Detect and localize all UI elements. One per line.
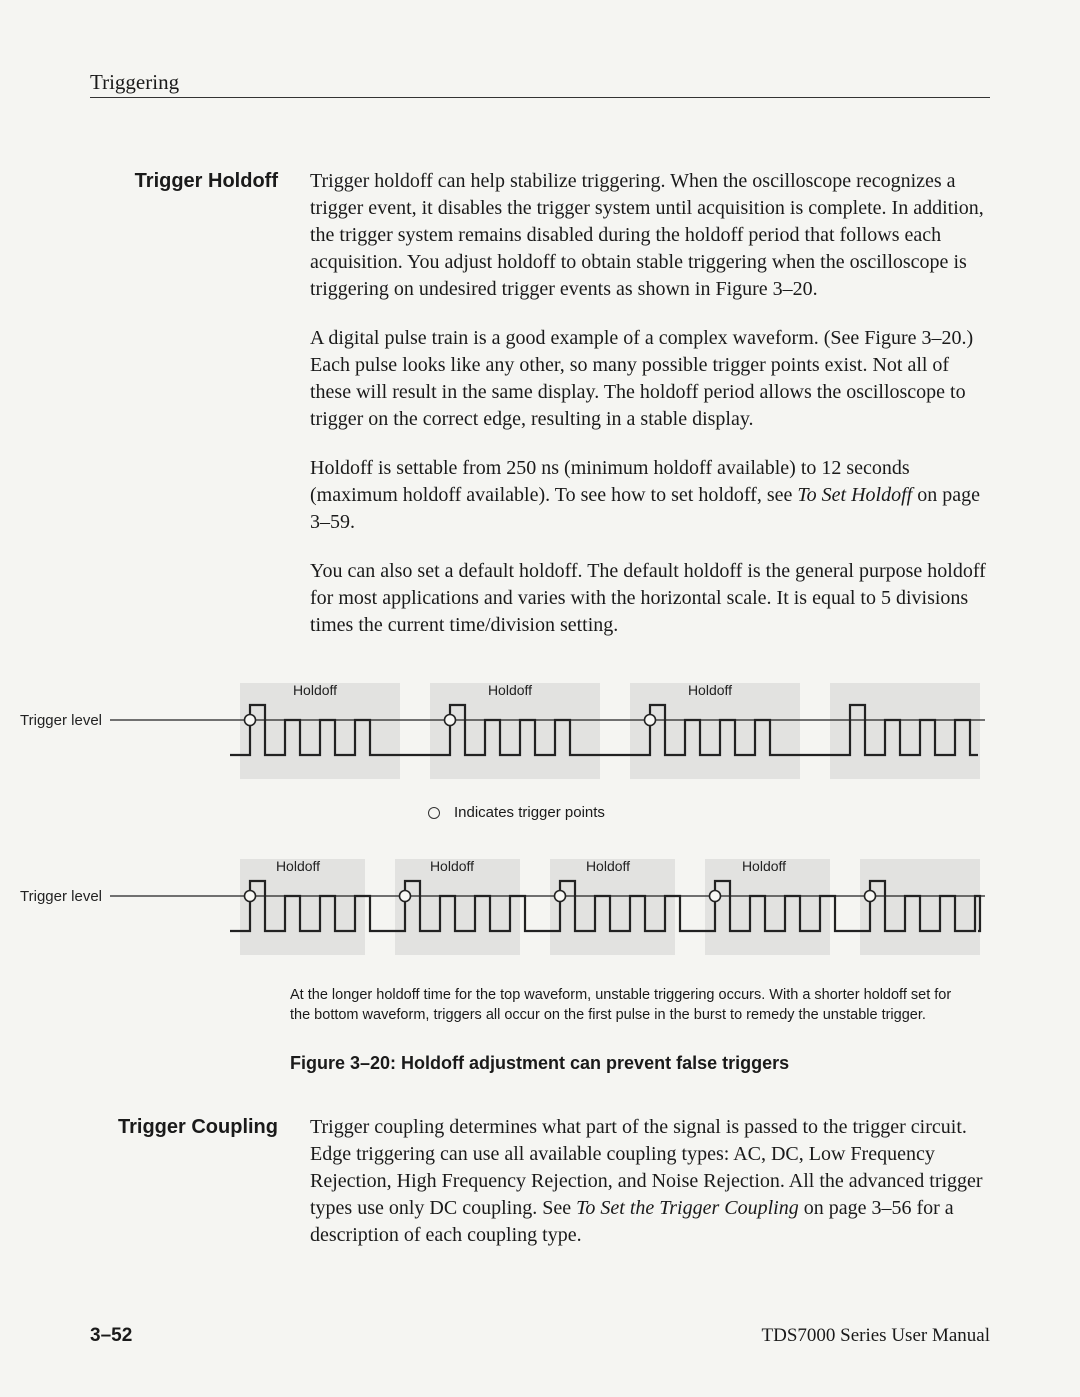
page-footer: 3–52 TDS7000 Series User Manual bbox=[90, 1325, 990, 1347]
svg-text:Holdoff: Holdoff bbox=[488, 682, 532, 698]
cross-ref: To Set Holdoff bbox=[797, 484, 912, 506]
figure-note: At the longer holdoff time for the top w… bbox=[290, 986, 970, 1025]
paragraph: Holdoff is settable from 250 ns (minimum… bbox=[310, 455, 990, 536]
trigger-point-icon bbox=[428, 807, 440, 819]
svg-text:Holdoff: Holdoff bbox=[276, 858, 320, 874]
waveform-top: HoldoffHoldoffHoldoffTrigger level bbox=[220, 665, 980, 785]
figure-caption: Figure 3–20: Holdoff adjustment can prev… bbox=[290, 1053, 990, 1074]
svg-text:Holdoff: Holdoff bbox=[742, 858, 786, 874]
page-number: 3–52 bbox=[90, 1325, 132, 1347]
svg-text:Holdoff: Holdoff bbox=[688, 682, 732, 698]
section-body-coupling: Trigger coupling determines what part of… bbox=[310, 1114, 990, 1249]
header-rule bbox=[90, 97, 990, 98]
paragraph: Trigger coupling determines what part of… bbox=[310, 1114, 990, 1249]
section-trigger-coupling: Trigger Coupling Trigger coupling determ… bbox=[90, 1114, 990, 1249]
paragraph: You can also set a default holdoff. The … bbox=[310, 558, 990, 639]
section-label-coupling: Trigger Coupling bbox=[90, 1114, 310, 1249]
figure-3-20: HoldoffHoldoffHoldoffTrigger level Indic… bbox=[220, 665, 990, 966]
waveform-bottom: HoldoffHoldoffHoldoffHoldoffTrigger leve… bbox=[220, 841, 980, 961]
section-trigger-holdoff: Trigger Holdoff Trigger holdoff can help… bbox=[90, 168, 990, 639]
svg-text:Trigger level: Trigger level bbox=[20, 888, 102, 905]
figure-legend: Indicates trigger points bbox=[428, 804, 990, 821]
section-label-holdoff: Trigger Holdoff bbox=[90, 168, 310, 639]
section-body-holdoff: Trigger holdoff can help stabilize trigg… bbox=[310, 168, 990, 639]
cross-ref: To Set the Trigger Coupling bbox=[576, 1197, 799, 1219]
legend-text: Indicates trigger points bbox=[454, 804, 605, 821]
svg-text:Trigger level: Trigger level bbox=[20, 712, 102, 729]
manual-title: TDS7000 Series User Manual bbox=[762, 1325, 991, 1347]
svg-text:Holdoff: Holdoff bbox=[586, 858, 630, 874]
svg-text:Holdoff: Holdoff bbox=[430, 858, 474, 874]
svg-text:Holdoff: Holdoff bbox=[293, 682, 337, 698]
paragraph: A digital pulse train is a good example … bbox=[310, 325, 990, 433]
paragraph: Trigger holdoff can help stabilize trigg… bbox=[310, 168, 990, 303]
section-header: Triggering bbox=[90, 70, 990, 95]
